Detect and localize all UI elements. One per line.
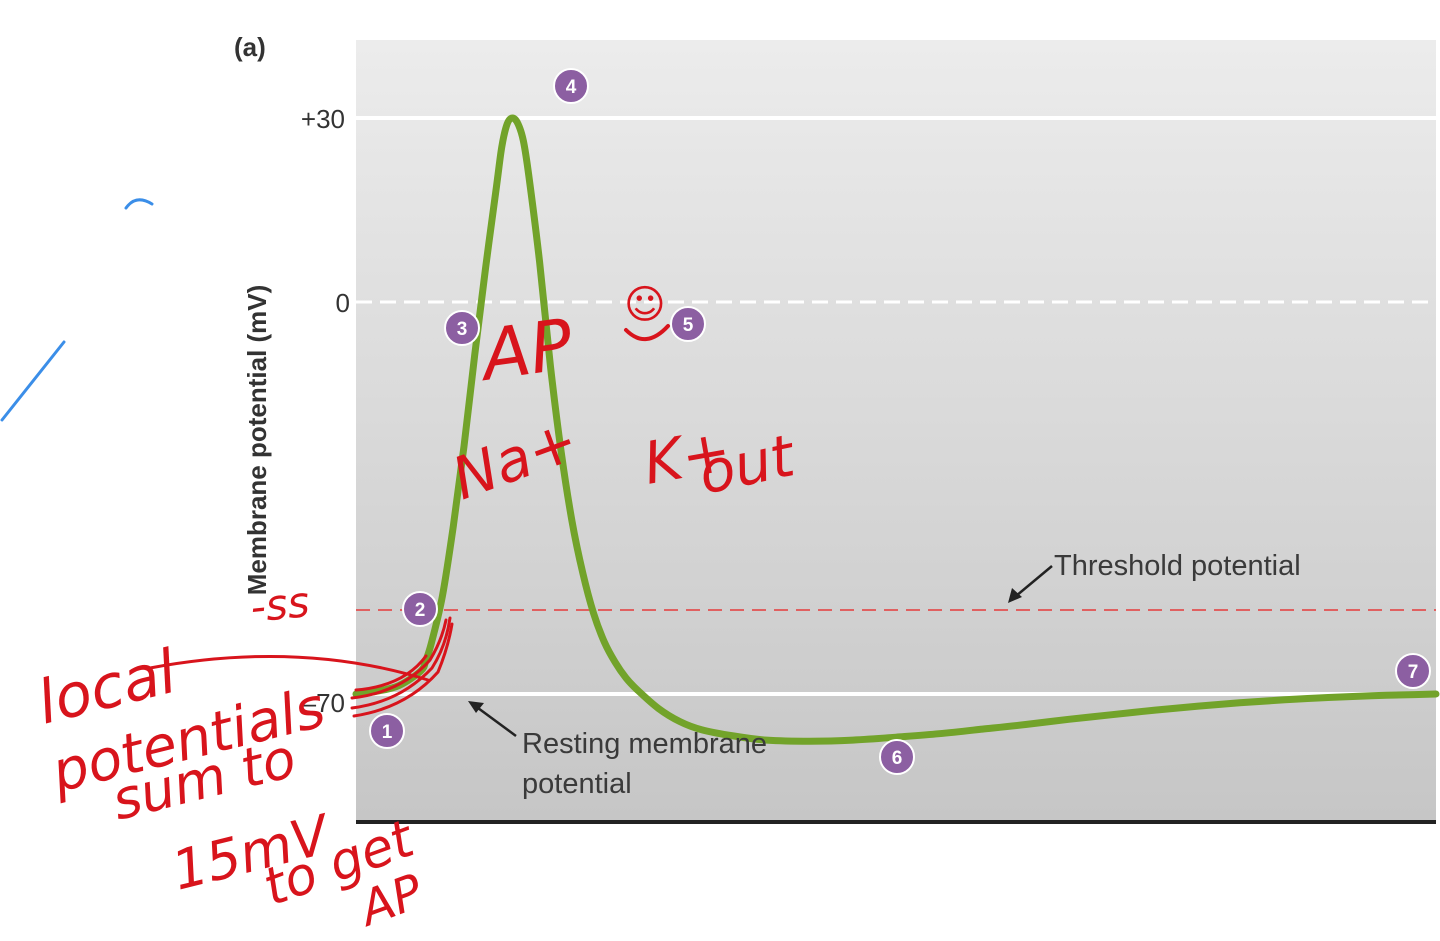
resting-arrowhead: [468, 701, 484, 713]
stage-marker-1: 1: [369, 713, 405, 749]
svg-text:1: 1: [382, 722, 393, 743]
threshold-arrow: [1015, 565, 1053, 597]
plot-background: [356, 40, 1436, 822]
svg-text:2: 2: [415, 600, 426, 621]
handwriting-ss: -ss: [248, 577, 312, 632]
blue-pen-stroke-line: [0, 340, 66, 422]
svg-text:5: 5: [683, 315, 694, 336]
stage-marker-6: 6: [879, 739, 915, 775]
resting-annotation: Resting membrane potential: [522, 728, 775, 800]
svg-text:4: 4: [566, 77, 577, 98]
smile-stroke: [624, 324, 670, 341]
threshold-annotation: Threshold potential: [1054, 550, 1301, 582]
stage-marker-7: 7: [1395, 653, 1431, 689]
stage-marker-5: 5: [670, 306, 706, 342]
panel-label: (a): [234, 32, 266, 62]
local-potential-scribbles: [148, 616, 454, 718]
svg-text:3: 3: [457, 319, 468, 340]
threshold-arrowhead: [1008, 588, 1022, 603]
action-potential-curve: [352, 114, 1440, 745]
resting-annotation-line2: potential: [522, 768, 632, 800]
svg-text:7: 7: [1408, 662, 1419, 683]
svg-text:6: 6: [892, 748, 903, 769]
handwriting-k: K+: [639, 416, 736, 498]
handwriting-ap: AP: [473, 303, 578, 397]
resting-annotation-line1: Resting membrane: [522, 728, 767, 760]
stage-marker-2: 2: [402, 591, 438, 627]
resting-arrow: [477, 706, 517, 738]
blue-pen-stroke-arc: [124, 198, 154, 210]
stage-marker-3: 3: [444, 310, 480, 346]
y-tick-label-plus30: +30: [301, 104, 345, 134]
y-axis-label: Membrane potential (mV): [242, 285, 272, 596]
handwriting-smile: ☺: [624, 282, 666, 328]
y-tick-label-minus70: –70: [302, 688, 345, 718]
y-tick-label-zero: 0: [336, 288, 350, 318]
stage-marker-4: 4: [553, 68, 589, 104]
